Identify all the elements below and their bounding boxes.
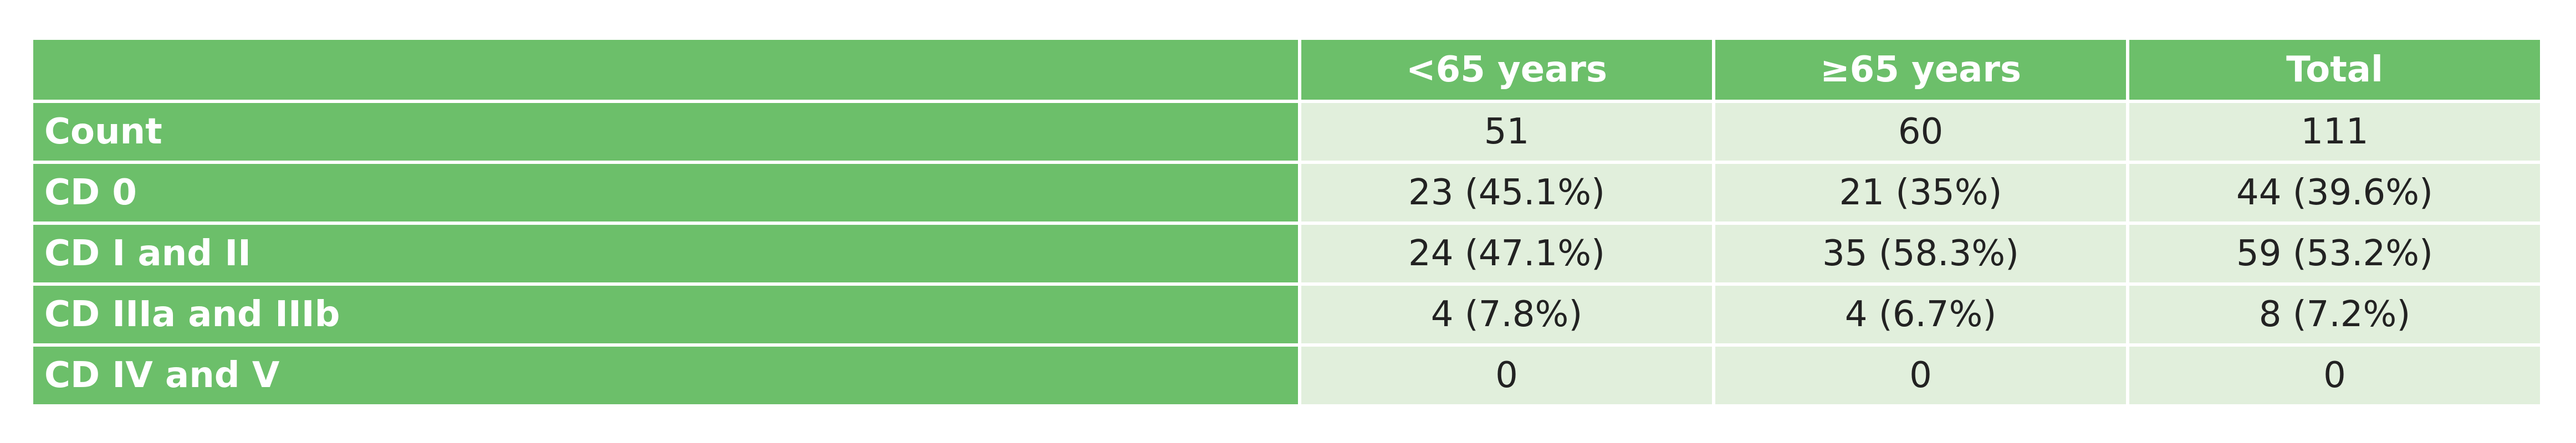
table-cell: 0 bbox=[1298, 343, 1715, 408]
table-cell: 111 bbox=[2126, 100, 2543, 164]
table-cell: 4 (7.8%) bbox=[1298, 282, 1715, 347]
table-cell: 51 bbox=[1298, 100, 1715, 164]
table-row: CD I and II 24 (47.1%) 35 (58.3%) 59 (53.2%… bbox=[30, 222, 2543, 286]
table-cell: 60 bbox=[1712, 100, 2129, 164]
table-row: Count 51 60 111 bbox=[30, 100, 2543, 164]
row-label: CD 0 bbox=[30, 161, 1301, 225]
row-label: Count bbox=[30, 100, 1301, 164]
table-cell: 23 (45.1%) bbox=[1298, 161, 1715, 225]
table-row: CD IIIa and IIIb 4 (7.8%) 4 (6.7%) 8 (7.2%) bbox=[30, 282, 2543, 347]
data-table: <65 years ≥65 years Total Count 51 60 111 CD 0… bbox=[30, 37, 2543, 408]
corner-cell bbox=[30, 37, 1301, 103]
table-cell: 59 (53.2%) bbox=[2126, 222, 2543, 286]
table-cell: 44 (39.6%) bbox=[2126, 161, 2543, 225]
column-header: <65 years bbox=[1298, 37, 1715, 103]
table-cell: 0 bbox=[1712, 343, 2129, 408]
table-cell: 0 bbox=[2126, 343, 2543, 408]
table-row: CD 0 23 (45.1%) 21 (35%) 44 (39.6%) bbox=[30, 161, 2543, 225]
table-cell: 21 (35%) bbox=[1712, 161, 2129, 225]
table-cell: 8 (7.2%) bbox=[2126, 282, 2543, 347]
table-cell: 35 (58.3%) bbox=[1712, 222, 2129, 286]
row-label: CD IV and V bbox=[30, 343, 1301, 408]
header-row: <65 years ≥65 years Total bbox=[30, 37, 2543, 103]
table-cell: 4 (6.7%) bbox=[1712, 282, 2129, 347]
column-header: ≥65 years bbox=[1712, 37, 2129, 103]
row-label: CD I and II bbox=[30, 222, 1301, 286]
row-label: CD IIIa and IIIb bbox=[30, 282, 1301, 347]
table-cell: 24 (47.1%) bbox=[1298, 222, 1715, 286]
column-header: Total bbox=[2126, 37, 2543, 103]
